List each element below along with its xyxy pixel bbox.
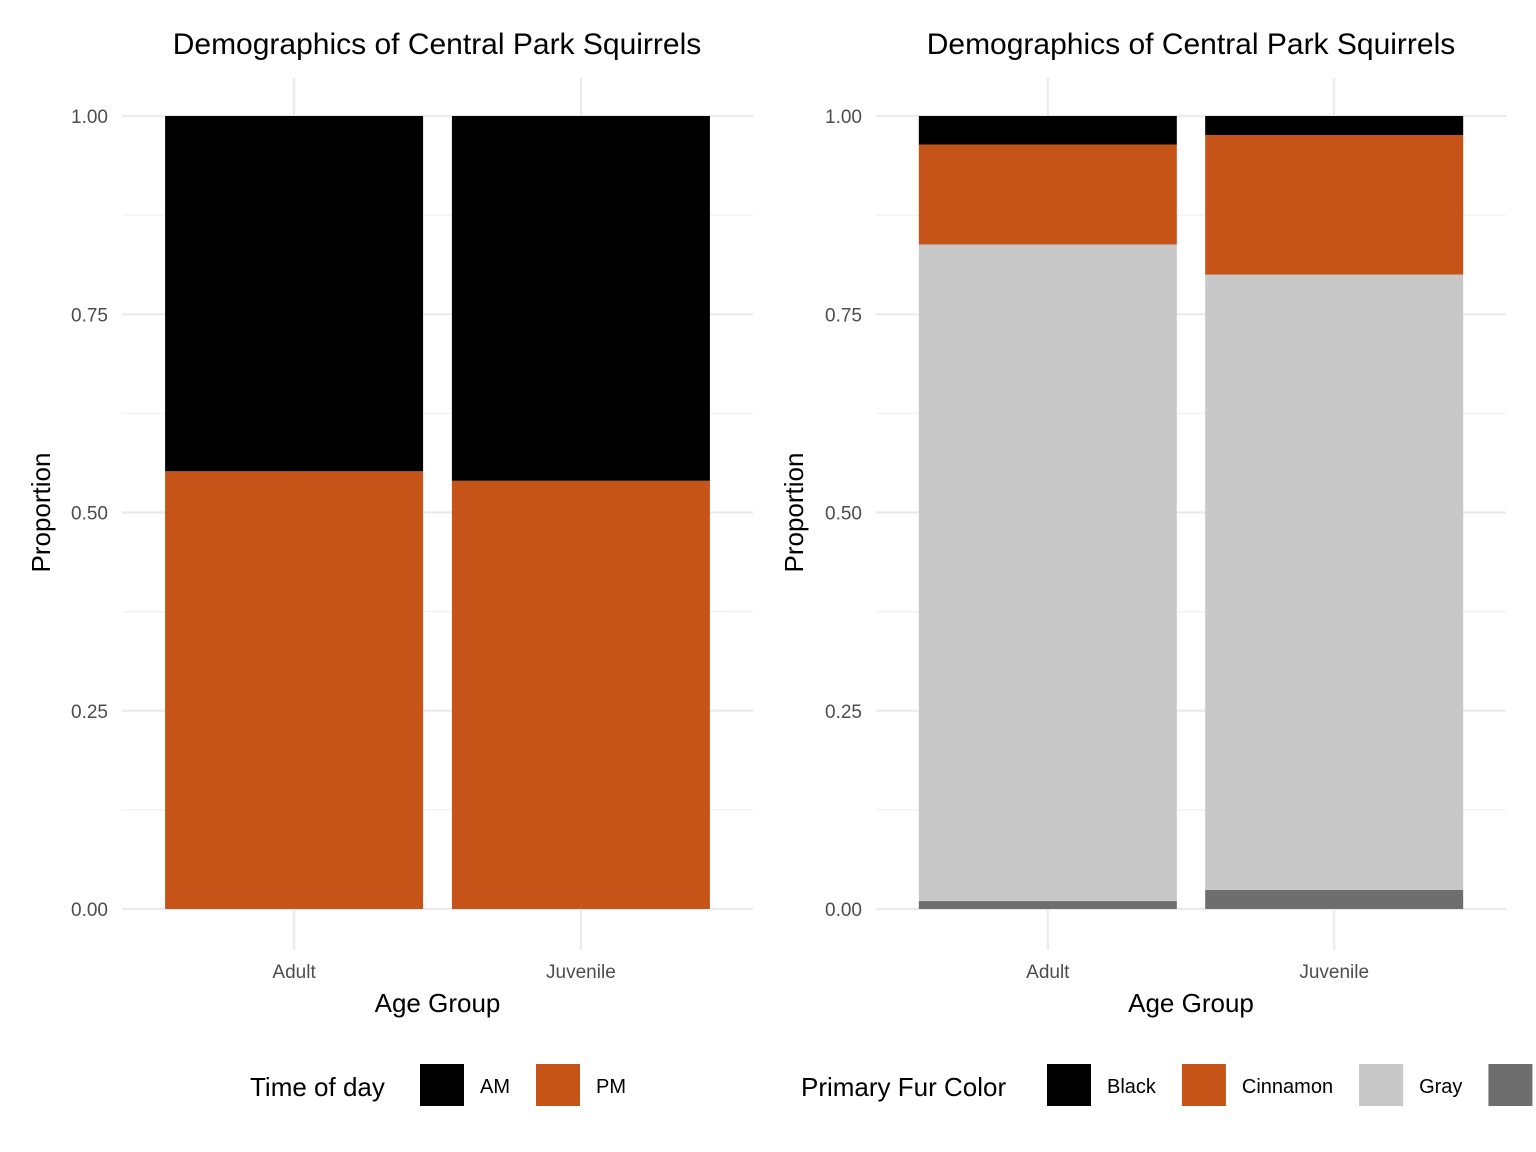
bar-pm-juvenile [451,480,710,909]
bar-black-juvenile [1205,116,1464,136]
bar-gray-adult [918,244,1177,902]
y-tick-label: 0.75 [71,305,108,326]
bar-series-4-adult [918,901,1177,909]
bar-cinnamon-juvenile [1205,135,1464,275]
legend-swatch [536,1064,580,1106]
legend-label: Gray [1419,1076,1462,1098]
legend-label: PM [596,1076,626,1098]
legend-swatch [420,1064,464,1106]
legend: Primary Fur Color Black Cinnamon Gray [801,1064,1533,1106]
bar-cinnamon-adult [918,144,1177,245]
x-axis-title: Age Group [375,988,501,1018]
legend-label: Black [1107,1076,1157,1098]
legend-title: Primary Fur Color [801,1072,1006,1102]
legend-swatch [1181,1064,1226,1106]
bar-pm-adult [165,471,424,909]
chart-panel-2: 0.00 0.25 0.50 0.75 1.00 Adult Juvenile Demogra… [779,28,1533,1106]
bar-am-adult [165,116,424,472]
y-tick-label: 0.75 [825,305,862,326]
legend-label: AM [480,1076,510,1098]
y-tick-label: 0.00 [825,900,862,921]
bar-series-4-juvenile [1205,889,1464,909]
y-tick-label: 1.00 [71,107,108,128]
bar-am-juvenile [451,116,710,481]
legend-label: Cinnamon [1242,1076,1333,1098]
legend: Time of day AM PM [250,1064,626,1106]
chart-panel-1: 0.00 0.25 0.50 0.75 1.00 Adult Juvenile Demogra… [26,28,753,1106]
legend-title: Time of day [250,1072,385,1102]
y-tick-label: 0.50 [825,504,862,525]
y-axis-title: Proportion [779,453,809,573]
y-tick-label: 0.00 [71,900,108,921]
x-axis-title: Age Group [1128,988,1254,1018]
y-tick-label: 0.25 [825,702,862,723]
bar-black-adult [918,116,1177,145]
y-tick-label: 0.50 [71,504,108,525]
x-tick-label: Juvenile [546,962,616,983]
chart-title: Demographics of Central Park Squirrels [927,28,1456,61]
bar-gray-juvenile [1205,274,1464,890]
legend-swatch [1359,1064,1404,1106]
legend-swatch [1488,1064,1533,1106]
y-axis-title: Proportion [26,453,56,573]
y-tick-label: 1.00 [825,107,862,128]
legend-swatch [1047,1064,1091,1106]
x-tick-label: Adult [1026,962,1070,983]
y-tick-label: 0.25 [71,702,108,723]
chart-title: Demographics of Central Park Squirrels [173,28,702,61]
x-tick-label: Juvenile [1299,962,1369,983]
x-tick-label: Adult [272,962,316,983]
